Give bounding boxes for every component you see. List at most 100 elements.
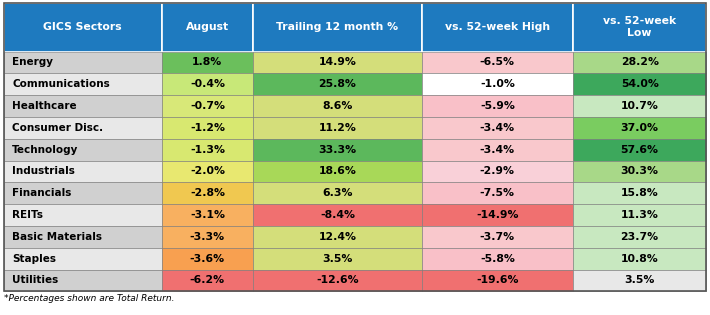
Bar — [162, 117, 253, 139]
Text: 10.8%: 10.8% — [621, 254, 659, 264]
Bar — [573, 52, 706, 73]
Text: 3.5%: 3.5% — [322, 254, 353, 264]
Bar — [162, 161, 253, 182]
Text: 28.2%: 28.2% — [621, 57, 659, 67]
Bar — [253, 270, 422, 291]
Bar — [4, 73, 162, 95]
Text: -1.0%: -1.0% — [480, 79, 515, 89]
Bar — [4, 182, 162, 204]
Text: 37.0%: 37.0% — [621, 123, 659, 133]
Bar — [573, 270, 706, 291]
Text: Technology: Technology — [12, 145, 78, 155]
Bar — [253, 139, 422, 161]
Text: 30.3%: 30.3% — [621, 166, 659, 176]
Text: 11.3%: 11.3% — [621, 210, 659, 220]
Bar — [573, 204, 706, 226]
Bar — [422, 117, 573, 139]
Text: -14.9%: -14.9% — [476, 210, 518, 220]
Text: -0.7%: -0.7% — [190, 101, 225, 111]
Bar — [573, 139, 706, 161]
Bar — [573, 3, 706, 52]
Text: 3.5%: 3.5% — [625, 276, 655, 285]
Bar — [253, 204, 422, 226]
Text: Healthcare: Healthcare — [12, 101, 77, 111]
Text: 18.6%: 18.6% — [319, 166, 356, 176]
Bar — [422, 226, 573, 248]
Bar — [162, 270, 253, 291]
Text: 15.8%: 15.8% — [621, 188, 659, 198]
Bar — [4, 117, 162, 139]
Bar — [162, 3, 253, 52]
Text: -3.4%: -3.4% — [480, 145, 515, 155]
Text: 6.3%: 6.3% — [322, 188, 353, 198]
Text: vs. 52-week
Low: vs. 52-week Low — [603, 16, 676, 38]
Text: 1.8%: 1.8% — [192, 57, 222, 67]
Bar — [573, 226, 706, 248]
Bar — [573, 73, 706, 95]
Text: 11.2%: 11.2% — [319, 123, 356, 133]
Bar — [253, 95, 422, 117]
Text: -19.6%: -19.6% — [476, 276, 518, 285]
Bar — [4, 95, 162, 117]
Bar — [162, 139, 253, 161]
Bar — [422, 161, 573, 182]
Text: 23.7%: 23.7% — [621, 232, 659, 242]
Bar — [422, 73, 573, 95]
Bar — [573, 95, 706, 117]
Text: REITs: REITs — [12, 210, 43, 220]
Bar — [422, 182, 573, 204]
Text: 25.8%: 25.8% — [319, 79, 356, 89]
Text: -5.9%: -5.9% — [480, 101, 515, 111]
Bar — [162, 73, 253, 95]
Text: -1.2%: -1.2% — [190, 123, 225, 133]
Text: 57.6%: 57.6% — [621, 145, 659, 155]
Text: -6.5%: -6.5% — [480, 57, 515, 67]
Bar — [573, 117, 706, 139]
Bar — [4, 52, 162, 73]
Bar — [4, 270, 162, 291]
Text: -6.2%: -6.2% — [190, 276, 225, 285]
Bar — [422, 270, 573, 291]
Text: Communications: Communications — [12, 79, 110, 89]
Text: -3.3%: -3.3% — [190, 232, 225, 242]
Bar — [253, 182, 422, 204]
Text: Basic Materials: Basic Materials — [12, 232, 102, 242]
Text: -2.8%: -2.8% — [190, 188, 225, 198]
Bar — [573, 248, 706, 270]
Text: Industrials: Industrials — [12, 166, 75, 176]
Text: Financials: Financials — [12, 188, 72, 198]
Text: Staples: Staples — [12, 254, 56, 264]
Bar — [422, 3, 573, 52]
Text: 10.7%: 10.7% — [621, 101, 659, 111]
Bar — [422, 248, 573, 270]
Text: -3.4%: -3.4% — [480, 123, 515, 133]
Text: August: August — [186, 22, 229, 32]
Text: 14.9%: 14.9% — [319, 57, 356, 67]
Text: 33.3%: 33.3% — [318, 145, 356, 155]
Bar — [4, 3, 162, 52]
Bar — [162, 182, 253, 204]
Bar — [573, 161, 706, 182]
Bar — [253, 248, 422, 270]
Text: -7.5%: -7.5% — [480, 188, 515, 198]
Text: 8.6%: 8.6% — [322, 101, 353, 111]
Bar — [162, 226, 253, 248]
Text: -3.6%: -3.6% — [190, 254, 225, 264]
Text: -5.8%: -5.8% — [480, 254, 515, 264]
Bar — [162, 95, 253, 117]
Text: -2.0%: -2.0% — [190, 166, 225, 176]
Text: Utilities: Utilities — [12, 276, 58, 285]
Bar — [422, 204, 573, 226]
Bar — [253, 52, 422, 73]
Bar — [4, 161, 162, 182]
Bar — [4, 139, 162, 161]
Bar — [422, 139, 573, 161]
Bar — [253, 117, 422, 139]
Text: 12.4%: 12.4% — [318, 232, 356, 242]
Text: -1.3%: -1.3% — [190, 145, 225, 155]
Bar — [422, 52, 573, 73]
Text: -3.7%: -3.7% — [480, 232, 515, 242]
Bar — [253, 73, 422, 95]
Text: vs. 52-week High: vs. 52-week High — [444, 22, 550, 32]
Text: *Percentages shown are Total Return.: *Percentages shown are Total Return. — [4, 294, 174, 303]
